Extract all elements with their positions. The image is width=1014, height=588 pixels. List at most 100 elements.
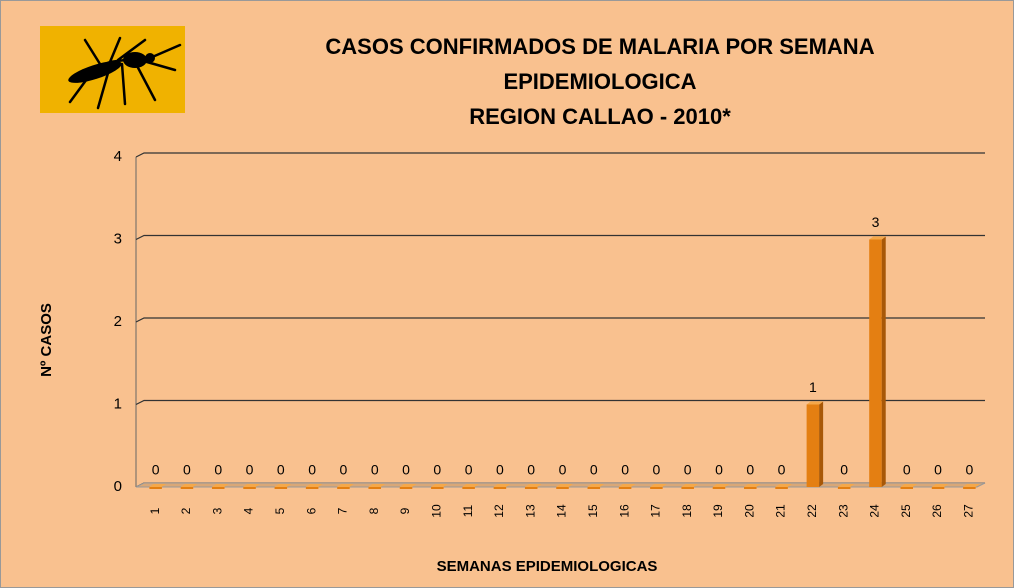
grid-line	[135, 399, 985, 406]
bar	[337, 487, 350, 489]
value-label: 0	[183, 462, 191, 478]
bar-top	[712, 484, 730, 487]
value-label: 0	[778, 462, 786, 478]
value-label: 0	[433, 462, 441, 478]
bar-top	[305, 484, 323, 487]
x-tick-label: 2	[179, 507, 193, 514]
bar	[274, 487, 288, 489]
bar	[744, 487, 757, 489]
bar-top	[681, 484, 698, 487]
bar	[712, 487, 726, 489]
value-label: 0	[152, 462, 160, 478]
bar-top	[775, 484, 792, 487]
bar	[556, 487, 569, 489]
bar-top	[869, 236, 886, 240]
value-label: 0	[840, 462, 848, 478]
value-label: 0	[371, 462, 379, 478]
bar-top	[524, 484, 542, 487]
bar	[869, 239, 882, 487]
x-tick-label: 6	[304, 507, 318, 514]
x-tick-label: 15	[586, 504, 600, 518]
bar-top	[556, 484, 573, 487]
bar	[806, 404, 820, 487]
bar	[399, 487, 413, 489]
x-tick-label: 4	[242, 507, 256, 514]
x-tick-label: 19	[711, 504, 725, 518]
value-label: 0	[527, 462, 535, 478]
value-label: 0	[402, 462, 410, 478]
chart-title: REGION CALLAO - 2010*	[469, 104, 731, 129]
bar	[368, 487, 381, 489]
bar-top	[399, 484, 417, 487]
mosquito-icon	[40, 26, 185, 113]
x-tick-label: 8	[367, 507, 381, 514]
x-tick-label: 18	[680, 504, 694, 518]
x-tick-label: 13	[523, 504, 537, 518]
bar	[650, 487, 663, 489]
value-label: 0	[746, 462, 754, 478]
bar-top	[900, 484, 918, 487]
value-label: 1	[809, 379, 817, 395]
bar	[180, 487, 194, 489]
value-label: 0	[465, 462, 473, 478]
bar-top	[650, 484, 667, 487]
value-label: 0	[496, 462, 504, 478]
value-label: 0	[684, 462, 692, 478]
bar	[587, 487, 601, 489]
y-tick-label: 3	[114, 230, 122, 247]
x-tick-label: 14	[555, 504, 569, 518]
bar-top	[180, 484, 198, 487]
bar	[931, 487, 945, 489]
value-label: 0	[965, 462, 973, 478]
bar-top	[618, 484, 636, 487]
x-axis-title: SEMANAS EPIDEMIOLOGICAS	[437, 558, 658, 575]
bar-top	[744, 484, 761, 487]
x-tick-label: 5	[273, 507, 287, 514]
bar	[243, 487, 256, 489]
x-tick-label: 12	[492, 504, 506, 518]
value-label: 0	[621, 462, 629, 478]
bar-top	[806, 401, 824, 405]
bar	[149, 487, 162, 489]
bar	[837, 487, 851, 489]
value-label: 0	[652, 462, 660, 478]
x-tick-label: 17	[649, 504, 663, 518]
value-label: 0	[340, 462, 348, 478]
chart-title: EPIDEMIOLOGICA	[503, 69, 696, 94]
x-tick-label: 9	[398, 507, 412, 514]
x-tick-label: 22	[805, 504, 819, 518]
x-tick-label: 16	[617, 504, 631, 518]
bar	[775, 487, 788, 489]
bar-side	[819, 401, 824, 487]
bar	[900, 487, 914, 489]
y-tick-label: 0	[114, 478, 122, 495]
x-tick-label: 11	[461, 504, 475, 517]
bar	[524, 487, 538, 489]
bar-side	[881, 236, 886, 487]
bar-top	[431, 484, 448, 487]
y-tick-label: 4	[114, 148, 122, 165]
value-label: 0	[308, 462, 316, 478]
x-tick-label: 10	[429, 504, 443, 518]
bar-top	[931, 484, 949, 487]
value-label: 0	[246, 462, 254, 478]
x-tick-label: 23	[836, 504, 850, 518]
x-tick-label: 25	[899, 504, 913, 518]
bar	[462, 487, 475, 489]
y-axis-title: Nº CASOS	[38, 303, 55, 377]
bar-top	[149, 484, 166, 487]
bar	[493, 487, 507, 489]
y-tick-label: 2	[114, 313, 122, 330]
bar	[431, 487, 444, 489]
grid-line	[135, 234, 985, 241]
x-tick-label: 20	[742, 504, 756, 518]
bar-top	[837, 484, 855, 487]
bar	[618, 487, 632, 489]
value-label: 0	[277, 462, 285, 478]
bar	[211, 487, 225, 489]
bar-top	[337, 484, 354, 487]
grid-line	[135, 152, 985, 158]
value-label: 0	[590, 462, 598, 478]
x-tick-label: 7	[336, 507, 350, 514]
